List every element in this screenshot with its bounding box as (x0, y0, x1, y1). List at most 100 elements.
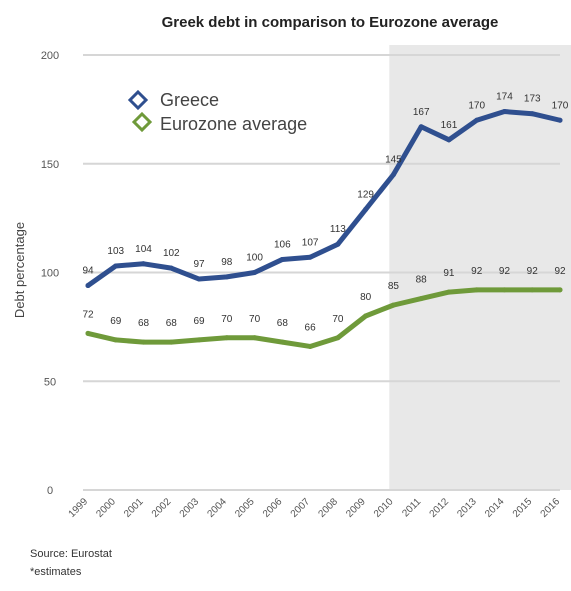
data-label-greece-2009: 129 (357, 189, 374, 200)
data-label-eurozone-2009: 80 (360, 292, 372, 303)
legend: Greece Eurozone average (127, 89, 307, 134)
data-point-greece-2008 (335, 241, 341, 247)
data-label-greece-2010: 145 (385, 155, 402, 166)
data-point-eurozone-2014 (501, 287, 507, 293)
legend-item-eurozone: Eurozone average (131, 111, 307, 134)
data-label-greece-2013: 170 (468, 100, 485, 111)
data-point-greece-2005 (252, 270, 258, 275)
x-tick-2003: 2003 (178, 496, 202, 520)
y-tick-200: 200 (41, 50, 59, 62)
data-point-greece-2009 (363, 206, 369, 212)
data-label-greece-2003: 97 (193, 259, 205, 270)
data-label-eurozone-2000: 69 (110, 316, 122, 327)
y-tick-0: 0 (47, 485, 53, 497)
x-tick-2001: 2001 (122, 496, 146, 520)
data-point-greece-2016 (557, 117, 563, 123)
data-label-greece-2012: 161 (441, 120, 458, 131)
data-label-eurozone-2007: 66 (305, 322, 317, 333)
data-label-greece-2001: 104 (135, 244, 152, 255)
data-label-greece-2005: 100 (246, 253, 263, 264)
x-tick-2014: 2014 (483, 496, 507, 520)
data-label-greece-2000: 103 (107, 246, 124, 257)
data-point-greece-2003 (196, 276, 202, 282)
data-point-eurozone-2006 (279, 339, 285, 345)
series-line-greece (85, 109, 563, 289)
series-line-eurozone (85, 287, 563, 349)
y-axis-label: Debt percentage (12, 222, 27, 318)
data-point-eurozone-2010 (390, 302, 396, 308)
data-point-eurozone-2002 (168, 339, 174, 345)
data-label-eurozone-1999: 72 (82, 309, 94, 320)
data-label-eurozone-2012: 91 (443, 268, 455, 279)
data-label-eurozone-2006: 68 (277, 318, 289, 329)
legend-label-eurozone: Eurozone average (160, 114, 307, 134)
data-point-greece-2001 (141, 261, 147, 267)
data-point-greece-2011 (418, 124, 424, 130)
x-tick-2006: 2006 (261, 496, 285, 520)
legend-item-greece: Greece (127, 89, 219, 111)
data-label-greece-2006: 106 (274, 239, 291, 250)
data-point-eurozone-2009 (363, 313, 369, 319)
data-label-greece-2015: 173 (524, 94, 541, 105)
data-point-greece-2004 (224, 274, 230, 280)
y-tick-100: 100 (41, 268, 59, 280)
data-point-greece-1999 (85, 283, 91, 289)
data-labels: 94 103 104 102 97 98 100 106 107 113 129 145 167 161 1… (82, 92, 568, 334)
x-tick-2007: 2007 (289, 496, 313, 520)
data-point-eurozone-1999 (85, 330, 91, 336)
data-point-eurozone-2004 (224, 335, 230, 341)
data-label-greece-2007: 107 (302, 237, 319, 248)
data-label-eurozone-2010: 85 (388, 281, 400, 292)
x-tick-2000: 2000 (94, 496, 118, 520)
legend-label-greece: Greece (160, 90, 219, 110)
data-label-greece-1999: 94 (82, 266, 94, 277)
data-label-eurozone-2001: 68 (138, 318, 150, 329)
legend-marker-greece (127, 89, 149, 111)
data-point-greece-2010 (390, 172, 396, 178)
data-label-greece-2014: 174 (496, 92, 513, 103)
data-point-eurozone-2011 (418, 296, 424, 302)
x-tick-2016: 2016 (539, 496, 563, 520)
source-note: Source: Eurostat (30, 548, 112, 560)
x-tick-2013: 2013 (455, 496, 479, 520)
data-label-eurozone-2014: 92 (499, 266, 511, 277)
data-point-greece-2013 (474, 117, 480, 123)
data-point-eurozone-2016 (557, 287, 563, 293)
x-tick-2008: 2008 (316, 496, 340, 520)
data-label-eurozone-2005: 70 (249, 314, 261, 325)
x-tick-labels: 1999 2000 2001 2002 2003 2004 2005 2006 2007 2008… (67, 496, 563, 520)
x-tick-1999: 1999 (67, 496, 91, 520)
x-tick-2004: 2004 (205, 496, 229, 520)
data-point-greece-2000 (113, 263, 119, 269)
x-tick-2011: 2011 (400, 496, 423, 519)
data-label-eurozone-2016: 92 (554, 266, 566, 277)
data-point-greece-2002 (168, 265, 174, 271)
data-label-greece-2004: 98 (221, 257, 233, 268)
data-label-eurozone-2015: 92 (527, 266, 539, 277)
series-lines (85, 109, 563, 349)
x-tick-2002: 2002 (150, 496, 174, 520)
data-point-eurozone-2001 (141, 339, 147, 345)
data-point-greece-2006 (279, 256, 285, 262)
x-tick-2005: 2005 (233, 496, 257, 520)
data-point-eurozone-2007 (307, 343, 313, 349)
data-point-greece-2007 (307, 254, 313, 260)
data-point-eurozone-2008 (335, 335, 341, 341)
legend-marker-eurozone (131, 111, 153, 133)
data-point-eurozone-2003 (196, 337, 202, 343)
x-tick-2009: 2009 (344, 496, 368, 520)
x-tick-2010: 2010 (372, 496, 396, 520)
data-label-eurozone-2008: 70 (332, 314, 344, 325)
estimates-note: *estimates (30, 566, 82, 578)
y-tick-labels: 0 50 100 150 200 (41, 50, 59, 497)
data-label-greece-2011: 167 (413, 107, 430, 118)
data-label-eurozone-2004: 70 (221, 314, 233, 325)
data-point-eurozone-2012 (446, 289, 452, 295)
y-tick-150: 150 (41, 159, 59, 171)
x-tick-2012: 2012 (428, 496, 452, 520)
data-point-eurozone-2015 (529, 287, 535, 293)
data-point-eurozone-2013 (474, 287, 480, 293)
data-label-greece-2016: 170 (552, 100, 569, 111)
data-label-eurozone-2002: 68 (166, 318, 178, 329)
